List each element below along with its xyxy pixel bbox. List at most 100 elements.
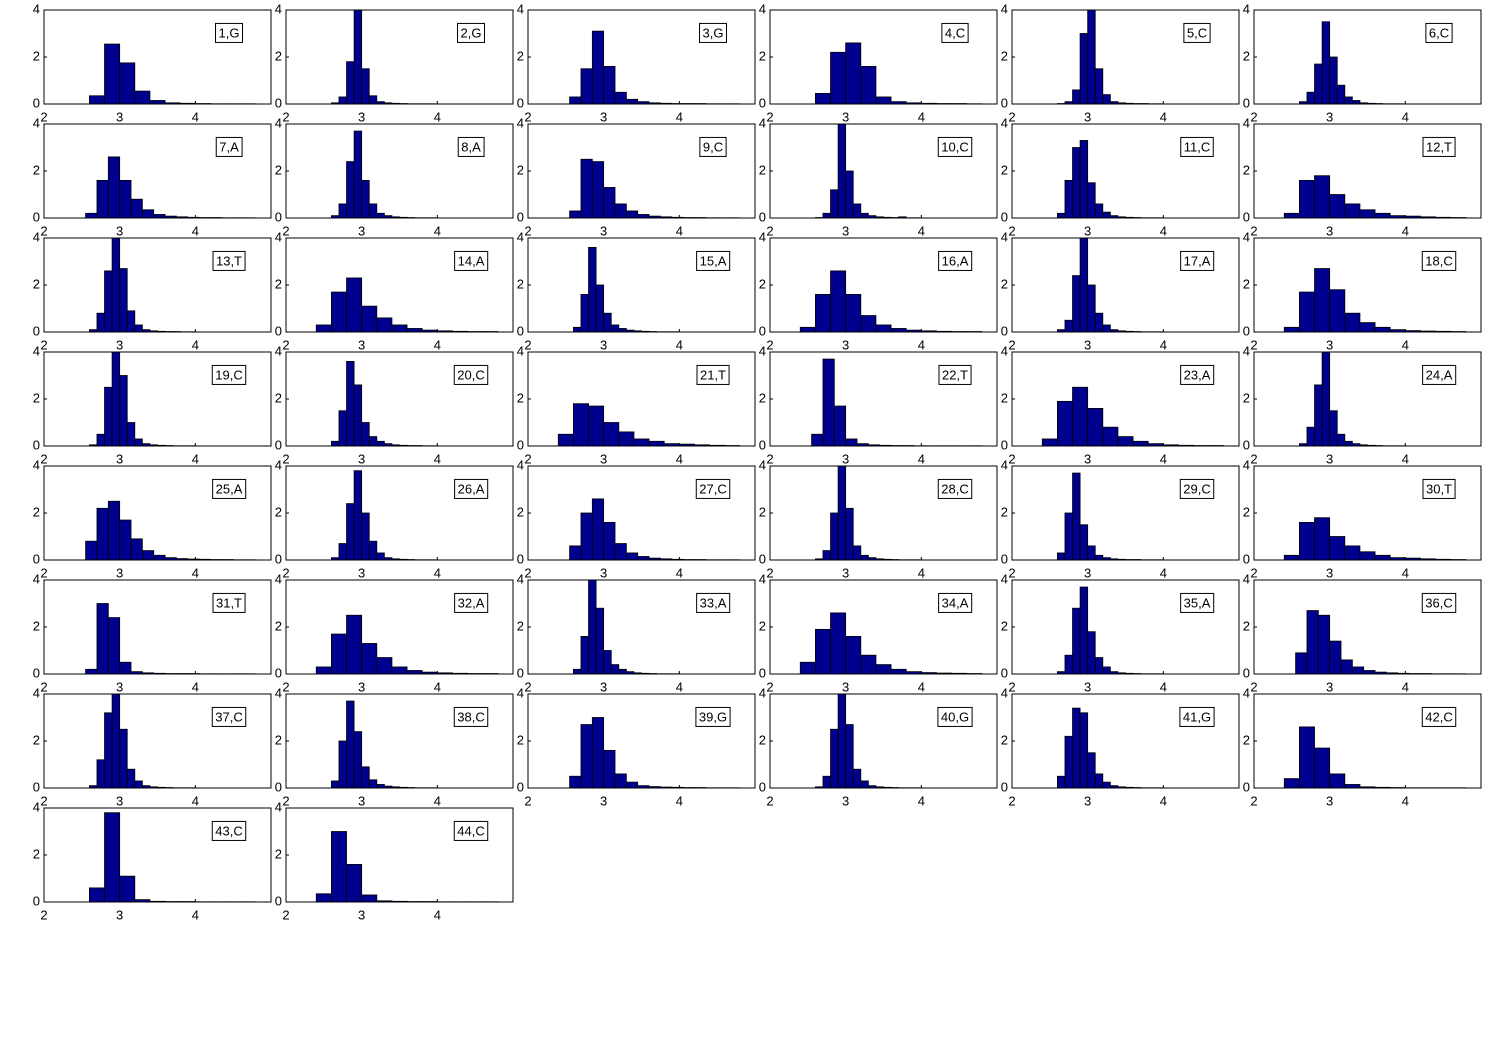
panel-label: 4,C: [945, 25, 965, 40]
bar: [1317, 614, 1331, 674]
bar: [648, 440, 665, 446]
y-tick-label: 2: [517, 732, 524, 747]
x-tick-label: 3: [1084, 451, 1091, 466]
bar: [1299, 291, 1315, 332]
x-tick-label: 4: [434, 109, 441, 124]
x-tick-label: 4: [1402, 451, 1409, 466]
bar: [338, 96, 347, 104]
bar: [1057, 775, 1066, 788]
bar: [85, 540, 98, 560]
bar: [852, 545, 862, 560]
x-tick-label: 3: [842, 679, 849, 694]
y-tick-label: 0: [1001, 323, 1008, 338]
x-tick-label: 2: [282, 337, 289, 352]
panel-label: 22,T: [942, 367, 968, 382]
y-tick-label: 0: [1001, 779, 1008, 794]
bar: [130, 538, 143, 560]
panel-label-box: [454, 250, 489, 271]
bars: [557, 403, 741, 446]
bars: [330, 130, 438, 218]
x-tick-label: 2: [766, 679, 773, 694]
bar: [890, 328, 907, 332]
x-tick-label: 3: [600, 565, 607, 580]
x-tick-label: 2: [1250, 565, 1257, 580]
bar: [625, 781, 639, 788]
y-tick-label: 2: [1243, 732, 1250, 747]
x-tick-label: 2: [766, 793, 773, 808]
bar: [134, 90, 151, 104]
y-tick-label: 4: [1001, 229, 1008, 244]
x-tick-label: 2: [282, 223, 289, 238]
y-tick-label: 2: [1001, 504, 1008, 519]
x-tick-label: 3: [842, 109, 849, 124]
x-tick-label: 3: [116, 565, 123, 580]
bar: [1079, 238, 1089, 332]
bar: [830, 51, 847, 104]
bar: [96, 433, 105, 446]
x-tick-label: 3: [116, 109, 123, 124]
bar: [625, 552, 639, 560]
bar: [860, 212, 869, 218]
panel-label: 29,C: [1183, 481, 1210, 496]
bar: [1374, 554, 1391, 560]
bar: [391, 324, 408, 332]
bar: [830, 512, 839, 560]
bars: [799, 270, 983, 332]
x-tick-label: 2: [524, 451, 531, 466]
bars: [315, 277, 499, 332]
bar: [353, 384, 363, 446]
panel-label-box: [457, 136, 485, 157]
bar: [141, 550, 155, 560]
bar: [1102, 324, 1111, 332]
bar: [799, 326, 816, 332]
panel-label: 31,T: [216, 595, 242, 610]
y-tick-label: 4: [33, 457, 40, 472]
bar: [603, 750, 616, 788]
panel-label-box: [1179, 706, 1215, 727]
bar: [1072, 275, 1081, 332]
y-tick-label: 4: [1001, 343, 1008, 358]
x-tick-label: 4: [676, 109, 683, 124]
x-tick-label: 2: [1250, 337, 1257, 352]
y-tick-label: 2: [33, 504, 40, 519]
x-tick-label: 3: [842, 337, 849, 352]
bar: [1072, 607, 1081, 674]
bar: [591, 717, 605, 788]
bars: [1057, 10, 1164, 104]
x-tick-label: 2: [1250, 109, 1257, 124]
x-tick-label: 2: [524, 565, 531, 580]
x-tick-label: 3: [600, 109, 607, 124]
bar: [1283, 778, 1300, 788]
x-tick-label: 2: [1008, 223, 1015, 238]
bar: [1064, 735, 1073, 788]
x-tick-label: 2: [766, 337, 773, 352]
bar: [1329, 56, 1338, 104]
y-tick-label: 0: [517, 209, 524, 224]
bar: [376, 657, 393, 674]
bar: [111, 694, 121, 788]
panel-label-box: [457, 22, 485, 43]
y-tick-label: 0: [517, 437, 524, 452]
y-tick-label: 4: [1243, 1, 1250, 16]
bar: [85, 212, 98, 218]
panel-label-box: [696, 250, 731, 271]
x-tick-label: 3: [1326, 223, 1333, 238]
x-tick-label: 3: [600, 679, 607, 694]
x-tick-label: 3: [600, 793, 607, 808]
bar: [104, 712, 113, 788]
y-tick-label: 2: [275, 618, 282, 633]
y-tick-label: 0: [275, 779, 282, 794]
panel-label-box: [699, 136, 727, 157]
panel-label-box: [215, 136, 243, 157]
bar: [315, 893, 332, 902]
bar: [346, 277, 363, 332]
y-tick-label: 2: [759, 618, 766, 633]
y-tick-label: 0: [517, 665, 524, 680]
bar: [104, 812, 121, 902]
panel-label-box: [941, 22, 969, 43]
bar: [1329, 289, 1346, 332]
y-tick-label: 4: [517, 115, 524, 130]
